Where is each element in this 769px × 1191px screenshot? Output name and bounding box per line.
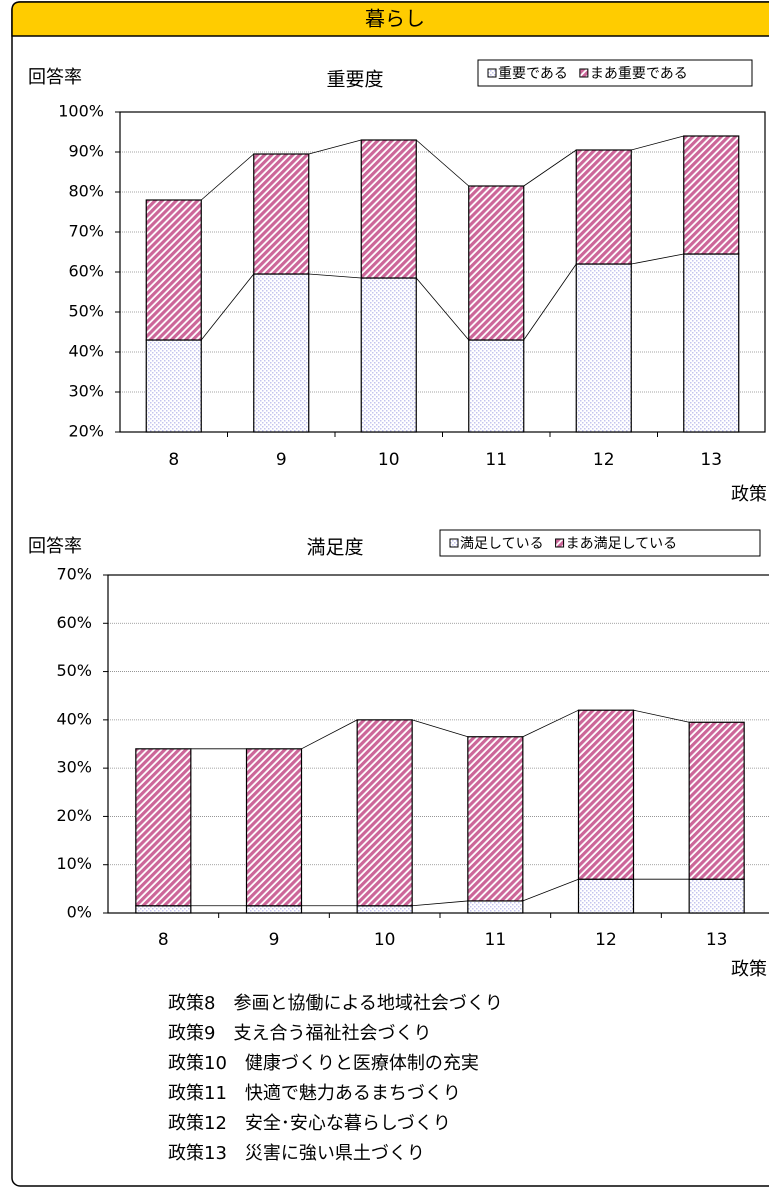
x-tick-label: 8 (168, 450, 179, 470)
series-line (523, 263, 577, 341)
bar-segment (245, 748, 303, 907)
bar-segment (467, 900, 524, 914)
series-line (415, 139, 470, 187)
x-tick-label: 12 (595, 930, 617, 950)
bar-segment (577, 878, 635, 914)
bar-segment (356, 719, 413, 907)
y-axis-label: 回答率 (28, 536, 82, 557)
bar-segment (360, 277, 417, 433)
x-axis-label: 政策 (731, 484, 767, 505)
bar-segment (688, 721, 745, 880)
bar-segment (135, 905, 192, 914)
legend-swatch (449, 538, 459, 548)
bar-segment (468, 339, 525, 433)
legend-label: まあ満足している (566, 536, 678, 552)
series-line (415, 277, 470, 341)
y-tick-label: 70% (56, 565, 92, 584)
series-line (301, 719, 358, 750)
bar-segment (467, 736, 524, 902)
series-line (412, 719, 468, 738)
note: 政策9 支え合う福祉社会づくり (168, 1023, 431, 1044)
bar-segment (253, 153, 310, 275)
x-tick-label: 13 (706, 930, 728, 950)
header-bar (11, 1, 769, 37)
bar-segment (683, 135, 740, 255)
y-tick-label: 60% (68, 262, 104, 281)
header-title: 暮らし (365, 7, 425, 31)
y-tick-label: 20% (68, 422, 104, 441)
chart-title: 満足度 (306, 537, 363, 559)
y-tick-label: 10% (56, 854, 92, 873)
bar-segment (575, 149, 632, 265)
x-tick-label: 10 (378, 450, 400, 470)
legend-box (477, 59, 753, 87)
series-line (633, 709, 690, 723)
bar-segment (468, 185, 525, 341)
legend-box (439, 529, 761, 557)
legend-swatch (487, 68, 497, 78)
x-tick-label: 11 (485, 930, 507, 950)
note: 政策11 快適で魅力あるまちづくり (168, 1083, 461, 1104)
series-line (412, 900, 468, 907)
legend-swatch (579, 68, 589, 78)
y-axis-label: 回答率 (28, 67, 82, 88)
y-tick-label: 60% (56, 613, 92, 632)
legend-label: 重要である (498, 66, 568, 82)
bar-segment (356, 905, 413, 914)
y-tick-label: 20% (56, 806, 92, 825)
bar-segment (253, 273, 310, 433)
x-tick-label: 8 (158, 930, 169, 950)
x-tick-label: 13 (700, 450, 722, 470)
y-tick-label: 90% (68, 142, 104, 161)
y-tick-label: 100% (58, 102, 104, 121)
series-line (200, 153, 255, 201)
legend-swatch (555, 538, 565, 548)
y-tick-label: 80% (68, 182, 104, 201)
series-line (308, 273, 362, 279)
bar-segment (688, 878, 745, 914)
y-tick-label: 30% (68, 382, 104, 401)
bar-segment (575, 263, 632, 433)
note: 政策10 健康づくりと医療体制の充実 (168, 1053, 479, 1074)
legend-label: まあ重要である (590, 66, 688, 82)
series-line (523, 149, 577, 187)
legend-label: 満足している (460, 536, 544, 552)
note: 政策12 安全･安心な暮らしづくり (168, 1113, 451, 1134)
bar-segment (145, 339, 202, 433)
chart-title: 重要度 (326, 69, 383, 91)
bar-segment (683, 253, 740, 433)
x-tick-label: 9 (276, 450, 287, 470)
x-tick-label: 10 (374, 930, 396, 950)
x-tick-label: 11 (485, 450, 507, 470)
y-tick-label: 0% (67, 903, 92, 922)
y-tick-label: 40% (56, 709, 92, 728)
series-line (308, 139, 362, 155)
bar-segment (135, 748, 192, 907)
bar-segment (360, 139, 417, 279)
bar-segment (245, 905, 303, 914)
y-tick-label: 40% (68, 342, 104, 361)
x-tick-label: 12 (593, 450, 615, 470)
series-line (522, 878, 579, 902)
y-tick-label: 70% (68, 222, 104, 241)
series-line (522, 709, 579, 738)
note: 政策8 参画と協働による地域社会づくり (168, 993, 503, 1014)
series-line (631, 253, 684, 265)
bar-segment (577, 709, 635, 880)
x-axis-label: 政策 (731, 959, 767, 980)
y-tick-label: 50% (56, 661, 92, 680)
y-tick-label: 50% (68, 302, 104, 321)
x-tick-label: 9 (269, 930, 280, 950)
series-line (200, 273, 255, 341)
y-tick-label: 30% (56, 758, 92, 777)
series-line (631, 135, 684, 151)
note: 政策13 災害に強い県土づくり (168, 1143, 425, 1164)
bar-segment (145, 199, 202, 341)
